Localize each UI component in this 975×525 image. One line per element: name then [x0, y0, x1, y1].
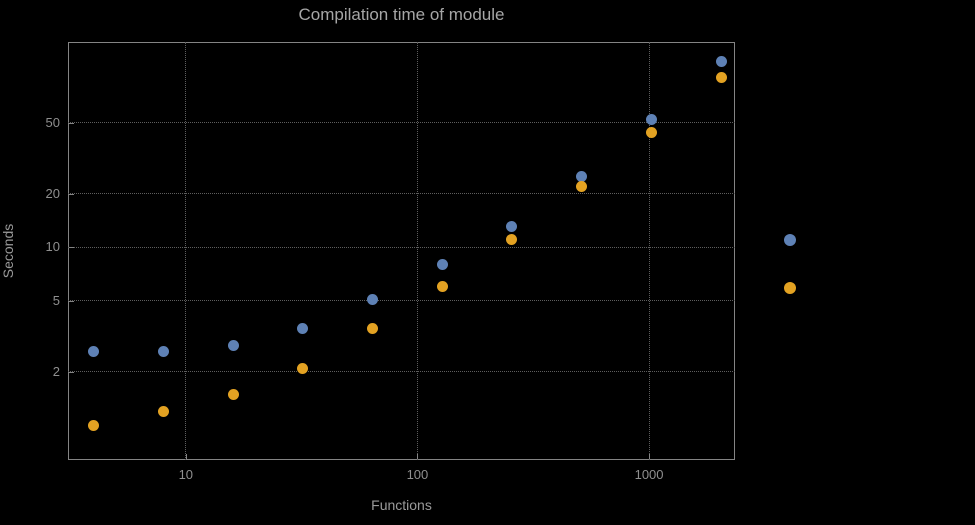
data-point-series-1-blue [157, 346, 169, 358]
x-gridline [416, 42, 418, 460]
chart-title: Compilation time of module [298, 5, 505, 24]
data-point-series-2-orange [157, 405, 169, 417]
data-point-series-1-blue [297, 323, 309, 335]
y-tick-label: 10 [45, 239, 60, 255]
data-point-series-2-orange [715, 71, 727, 83]
y-tick-mark [69, 371, 74, 373]
y-gridline [68, 371, 735, 373]
legend-marker-series-2-orange [784, 282, 796, 294]
y-tick-label: 50 [45, 114, 60, 130]
data-point-series-1-blue [436, 259, 448, 271]
x-gridline [185, 42, 187, 460]
data-point-series-2-orange [367, 323, 379, 335]
y-gridline [68, 122, 735, 124]
y-gridline [68, 300, 735, 302]
data-point-series-1-blue [576, 170, 588, 182]
data-point-series-2-orange [576, 180, 588, 192]
x-tick-mark [185, 454, 187, 459]
y-tick-label: 20 [45, 185, 60, 201]
data-point-series-2-orange [436, 281, 448, 293]
data-point-series-2-orange [506, 234, 518, 246]
x-tick-mark [417, 454, 419, 459]
data-point-series-2-orange [227, 388, 239, 400]
data-point-series-2-orange [88, 419, 100, 431]
x-tick-mark [649, 454, 651, 459]
y-tick-mark [69, 300, 74, 302]
data-point-series-1-blue [88, 346, 100, 358]
x-tick-label: 10 [178, 467, 194, 482]
y-gridline [68, 246, 735, 248]
y-tick-mark [69, 247, 74, 249]
y-axis-label: Seconds [0, 223, 17, 279]
y-gridline [68, 193, 735, 195]
data-point-series-1-blue [715, 56, 727, 68]
x-tick-label: 100 [406, 467, 429, 482]
data-point-series-1-blue [227, 340, 239, 352]
legend-marker-series-1-blue [784, 234, 796, 246]
y-tick-mark [69, 122, 74, 124]
y-tick-mark [69, 193, 74, 195]
data-point-series-1-blue [367, 293, 379, 305]
data-point-series-2-orange [297, 362, 309, 374]
x-axis-label: Functions [371, 497, 432, 513]
data-point-series-1-blue [506, 221, 518, 233]
data-point-series-1-blue [645, 114, 657, 126]
y-tick-label: 5 [52, 292, 60, 308]
x-gridline [648, 42, 650, 460]
y-tick-label: 2 [52, 363, 60, 379]
x-tick-label: 1000 [634, 467, 664, 482]
plot-area [68, 42, 735, 460]
data-point-series-2-orange [645, 127, 657, 139]
